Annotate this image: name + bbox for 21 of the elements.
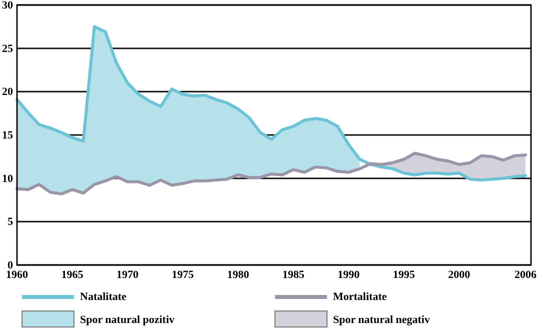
x-tick-label: 1965	[61, 268, 84, 281]
legend-label: Spor natural pozitiv	[80, 314, 176, 326]
line-series	[16, 25, 527, 182]
y-tick-label: 20	[2, 86, 14, 98]
x-tick-label: 1990	[338, 268, 360, 281]
legend-label: Natalitate	[80, 291, 127, 303]
y-tick-label: 15	[2, 130, 14, 142]
x-tick-label: 2006	[514, 268, 537, 281]
x-tick-label: 1975	[172, 268, 194, 281]
x-tick-label: 1995	[392, 268, 416, 281]
legend-label: Spor natural negativ	[333, 314, 430, 326]
line-series	[16, 152, 527, 196]
x-tick-label: 1985	[282, 268, 305, 281]
y-tick-label: 10	[2, 172, 14, 185]
y-tick-label: 5	[8, 216, 14, 228]
legend-label: Mortalitate	[333, 291, 387, 303]
x-tick-label: 1970	[116, 268, 140, 281]
y-tick-label: 25	[2, 42, 14, 55]
x-tick-label: 1980	[227, 268, 250, 281]
y-tick-label: 30	[2, 0, 14, 12]
x-tick-label: 2000	[448, 268, 471, 281]
